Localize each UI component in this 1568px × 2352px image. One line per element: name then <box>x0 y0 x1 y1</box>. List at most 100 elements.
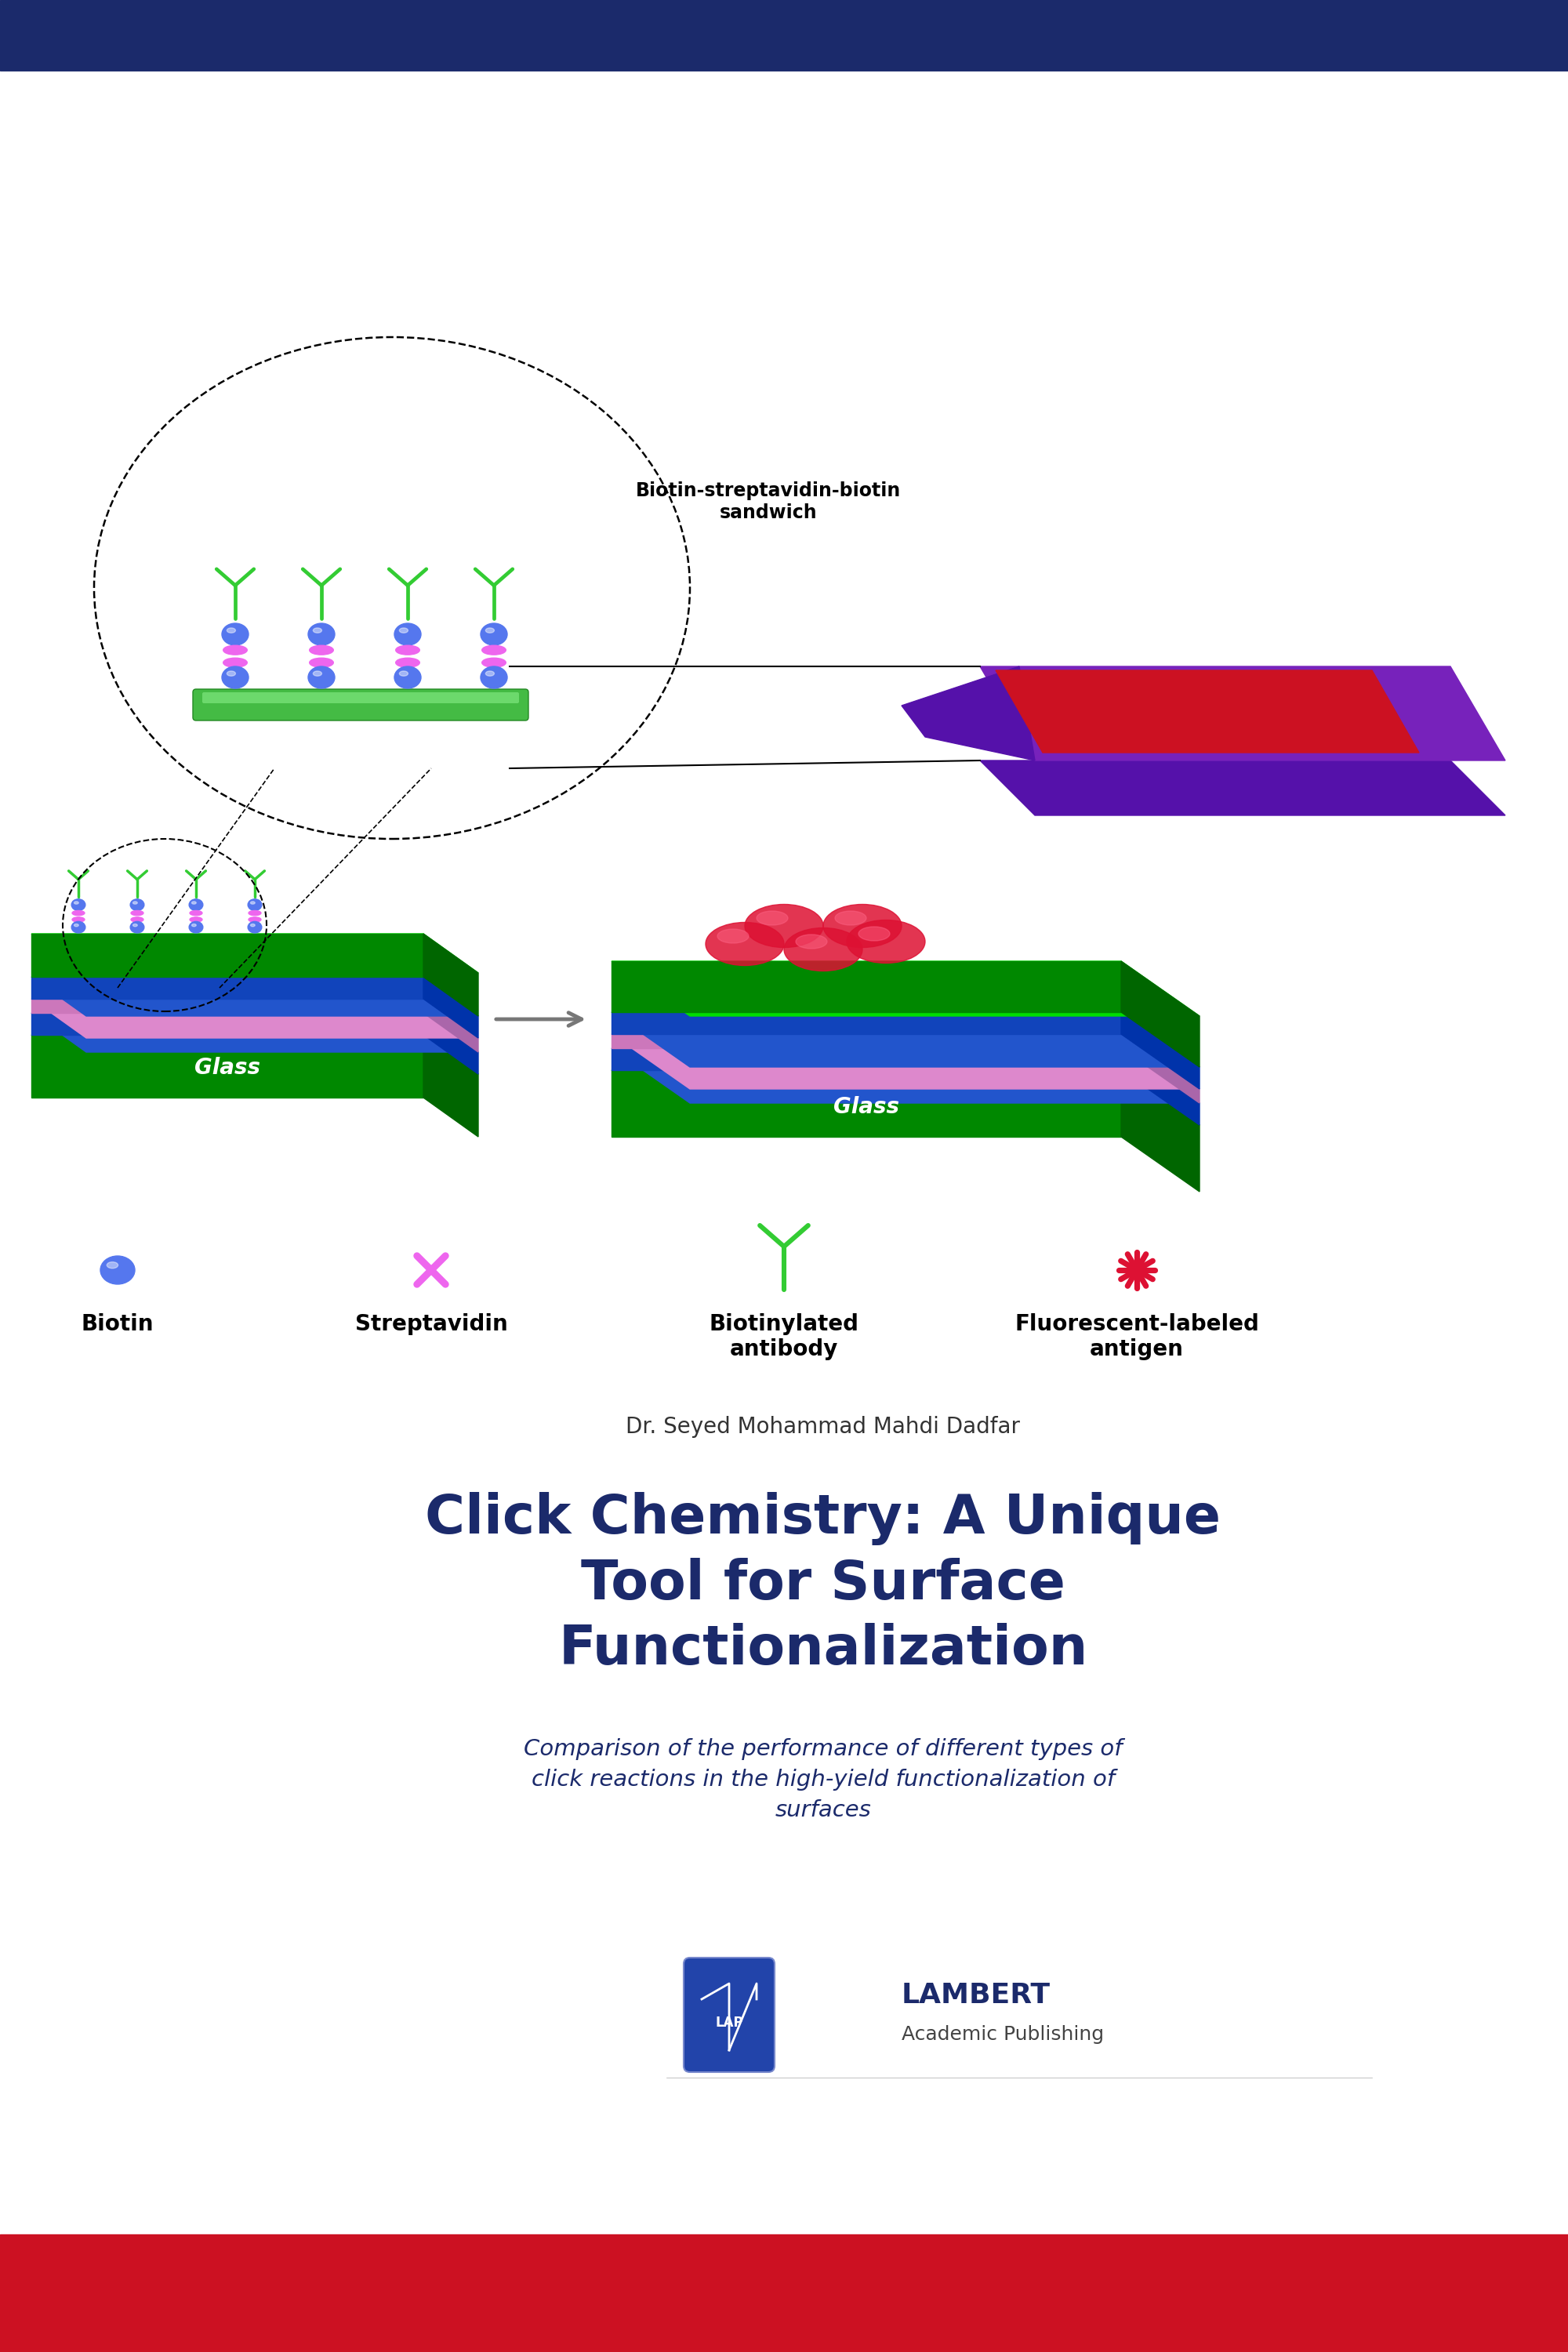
Polygon shape <box>612 962 1200 1016</box>
Ellipse shape <box>191 924 196 927</box>
Ellipse shape <box>223 666 248 689</box>
Bar <box>0 2234 1568 2352</box>
Polygon shape <box>1121 1049 1200 1124</box>
Ellipse shape <box>249 910 260 915</box>
Polygon shape <box>612 1049 1121 1070</box>
Ellipse shape <box>834 910 866 924</box>
Polygon shape <box>612 1070 1200 1124</box>
Ellipse shape <box>72 922 85 934</box>
Ellipse shape <box>400 628 408 633</box>
Ellipse shape <box>191 901 196 903</box>
Ellipse shape <box>100 1256 135 1284</box>
Ellipse shape <box>223 644 248 654</box>
Ellipse shape <box>107 1263 118 1268</box>
Ellipse shape <box>248 922 262 934</box>
Text: Academic Publishing: Academic Publishing <box>902 2025 1104 2044</box>
Text: Fluorescent-labeled
antigen: Fluorescent-labeled antigen <box>1014 1312 1259 1359</box>
Polygon shape <box>31 1000 423 1014</box>
Polygon shape <box>31 1035 423 1098</box>
Ellipse shape <box>314 670 321 675</box>
Text: Dr. Seyed Mohammad Mahdi Dadfar: Dr. Seyed Mohammad Mahdi Dadfar <box>626 1416 1021 1437</box>
Polygon shape <box>423 1014 478 1075</box>
Ellipse shape <box>784 929 862 971</box>
Polygon shape <box>31 934 423 976</box>
Ellipse shape <box>190 898 202 910</box>
Text: LAMBERT: LAMBERT <box>902 1983 1051 2009</box>
Polygon shape <box>612 962 1121 1011</box>
Polygon shape <box>1121 1070 1200 1192</box>
FancyBboxPatch shape <box>193 689 528 720</box>
FancyBboxPatch shape <box>684 1957 775 2072</box>
Ellipse shape <box>227 628 235 633</box>
Ellipse shape <box>400 670 408 675</box>
Ellipse shape <box>395 644 420 654</box>
Polygon shape <box>612 1070 1121 1136</box>
Ellipse shape <box>718 929 750 943</box>
Polygon shape <box>31 1014 478 1051</box>
Polygon shape <box>31 934 478 974</box>
Text: Click Chemistry: A Unique
Tool for Surface
Functionalization: Click Chemistry: A Unique Tool for Surfa… <box>425 1491 1221 1675</box>
Polygon shape <box>31 976 478 1016</box>
Polygon shape <box>612 1049 1200 1103</box>
Polygon shape <box>1121 1011 1200 1089</box>
Bar <box>0 0 1568 71</box>
Polygon shape <box>980 666 1505 760</box>
Polygon shape <box>996 670 1419 753</box>
Ellipse shape <box>132 910 143 915</box>
Ellipse shape <box>190 910 202 915</box>
Ellipse shape <box>249 917 260 922</box>
Ellipse shape <box>309 659 334 668</box>
Text: Comparison of the performance of different types of
click reactions in the high-: Comparison of the performance of differe… <box>524 1738 1123 1820</box>
Ellipse shape <box>223 659 248 668</box>
Ellipse shape <box>190 917 202 922</box>
Ellipse shape <box>227 670 235 675</box>
Ellipse shape <box>72 910 85 915</box>
Ellipse shape <box>248 898 262 910</box>
Ellipse shape <box>480 623 508 644</box>
Polygon shape <box>423 934 478 1016</box>
Polygon shape <box>612 1011 1121 1035</box>
Ellipse shape <box>395 623 420 644</box>
Ellipse shape <box>756 910 789 924</box>
Ellipse shape <box>309 644 334 654</box>
Ellipse shape <box>190 922 202 934</box>
Ellipse shape <box>859 927 891 941</box>
Ellipse shape <box>480 666 508 689</box>
Ellipse shape <box>72 917 85 922</box>
Ellipse shape <box>132 917 143 922</box>
Ellipse shape <box>706 922 784 964</box>
Ellipse shape <box>395 659 420 668</box>
Ellipse shape <box>481 659 506 668</box>
Polygon shape <box>1121 1035 1200 1103</box>
Polygon shape <box>31 1035 478 1075</box>
Polygon shape <box>612 1035 1200 1089</box>
Ellipse shape <box>745 903 823 948</box>
Ellipse shape <box>251 901 256 903</box>
Ellipse shape <box>314 628 321 633</box>
Polygon shape <box>31 976 423 1000</box>
Ellipse shape <box>847 920 925 964</box>
Ellipse shape <box>130 922 144 934</box>
Text: Biotinylated
antibody: Biotinylated antibody <box>709 1312 859 1359</box>
FancyBboxPatch shape <box>202 691 519 703</box>
Polygon shape <box>1121 962 1200 1068</box>
Polygon shape <box>902 666 1035 760</box>
Polygon shape <box>31 1014 423 1035</box>
Ellipse shape <box>74 924 78 927</box>
Polygon shape <box>423 1035 478 1136</box>
Ellipse shape <box>486 670 494 675</box>
Polygon shape <box>612 1035 1121 1049</box>
Polygon shape <box>612 1011 1200 1068</box>
Ellipse shape <box>307 623 334 644</box>
Polygon shape <box>31 1000 478 1037</box>
Polygon shape <box>423 1000 478 1051</box>
Ellipse shape <box>133 901 138 903</box>
Ellipse shape <box>223 623 248 644</box>
Ellipse shape <box>130 898 144 910</box>
Ellipse shape <box>823 903 902 948</box>
Ellipse shape <box>72 898 85 910</box>
Ellipse shape <box>486 628 494 633</box>
Text: Biotin-streptavidin-biotin
sandwich: Biotin-streptavidin-biotin sandwich <box>635 482 902 522</box>
Ellipse shape <box>74 901 78 903</box>
Text: Biotin: Biotin <box>82 1312 154 1336</box>
